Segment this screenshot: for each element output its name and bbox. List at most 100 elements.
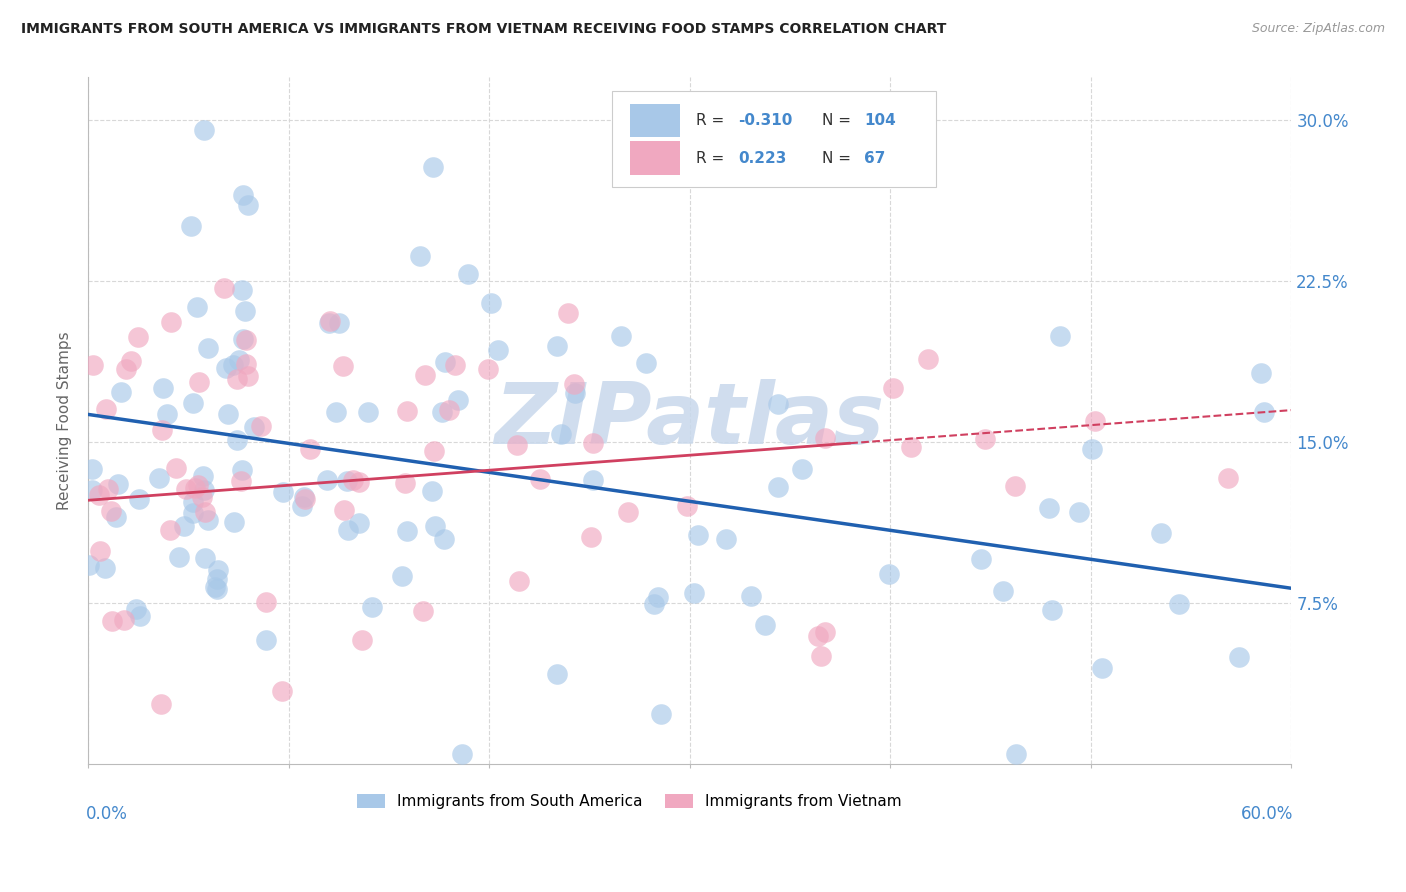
Y-axis label: Receiving Food Stamps: Receiving Food Stamps: [58, 332, 72, 510]
Point: [1040, 603, 1063, 617]
Point: [107, 477, 129, 491]
Point: [254, 632, 277, 647]
Point: [993, 584, 1015, 599]
Point: [1038, 501, 1060, 516]
Point: [581, 530, 603, 544]
Point: [82, 483, 104, 497]
Point: [82, 358, 104, 372]
Point: [101, 614, 124, 628]
Point: [233, 303, 256, 318]
Point: [974, 433, 997, 447]
Point: [686, 528, 709, 542]
Point: [1049, 329, 1071, 343]
Point: [112, 613, 135, 627]
Point: [150, 423, 173, 437]
Point: [332, 359, 354, 373]
Text: R =: R =: [696, 113, 728, 128]
Point: [194, 505, 217, 519]
Point: [332, 502, 354, 516]
Point: [412, 603, 434, 617]
Point: [423, 443, 446, 458]
Point: [650, 706, 672, 721]
Point: [148, 471, 170, 485]
Point: [486, 343, 509, 357]
Text: 0.223: 0.223: [738, 151, 786, 166]
Point: [754, 618, 776, 632]
Point: [291, 499, 314, 513]
Point: [94, 402, 117, 417]
Point: [457, 267, 479, 281]
Point: [232, 332, 254, 346]
Point: [1091, 661, 1114, 675]
Text: Source: ZipAtlas.com: Source: ZipAtlas.com: [1251, 22, 1385, 36]
Point: [100, 504, 122, 518]
Point: [357, 404, 380, 418]
Text: 67: 67: [865, 151, 886, 166]
Point: [766, 480, 789, 494]
Point: [89, 543, 111, 558]
Point: [197, 341, 219, 355]
Point: [156, 407, 179, 421]
Point: [180, 219, 202, 234]
Point: [319, 314, 342, 328]
Point: [176, 482, 198, 496]
Point: [900, 440, 922, 454]
Point: [159, 524, 181, 538]
Point: [477, 362, 499, 376]
Point: [222, 515, 245, 529]
Point: [94, 561, 117, 575]
Text: IMMIGRANTS FROM SOUTH AMERICA VS IMMIGRANTS FROM VIETNAM RECEIVING FOOD STAMPS C: IMMIGRANTS FROM SOUTH AMERICA VS IMMIGRA…: [21, 22, 946, 37]
Point: [882, 381, 904, 395]
Point: [152, 382, 174, 396]
Point: [236, 368, 259, 383]
Point: [451, 747, 474, 761]
FancyBboxPatch shape: [612, 91, 936, 187]
Point: [173, 519, 195, 533]
Point: [226, 371, 249, 385]
Point: [396, 524, 419, 538]
Point: [273, 485, 295, 500]
Point: [413, 368, 436, 382]
Point: [183, 506, 205, 520]
Point: [1227, 649, 1250, 664]
Text: 60.0%: 60.0%: [1241, 805, 1294, 823]
Point: [508, 574, 530, 588]
Point: [562, 376, 585, 391]
Point: [505, 438, 527, 452]
Point: [564, 385, 586, 400]
Point: [129, 609, 152, 624]
Point: [184, 481, 207, 495]
Point: [292, 491, 315, 505]
Point: [217, 408, 239, 422]
Point: [232, 188, 254, 202]
Point: [337, 523, 360, 537]
Point: [187, 477, 209, 491]
Point: [205, 582, 228, 596]
Point: [792, 462, 814, 476]
Point: [299, 442, 322, 456]
Point: [222, 358, 245, 372]
Point: [226, 433, 249, 447]
Point: [207, 572, 229, 586]
Point: [204, 580, 226, 594]
Point: [434, 354, 457, 368]
Point: [349, 475, 371, 490]
Point: [610, 329, 633, 343]
Point: [235, 357, 257, 371]
Point: [675, 499, 697, 513]
Point: [120, 354, 142, 368]
Point: [1216, 471, 1239, 485]
Point: [336, 475, 359, 489]
Point: [97, 482, 120, 496]
Point: [167, 549, 190, 564]
Point: [879, 567, 901, 582]
Point: [683, 586, 706, 600]
Point: [810, 648, 832, 663]
Point: [215, 361, 238, 376]
Text: 0.0%: 0.0%: [86, 805, 128, 823]
Point: [193, 483, 215, 497]
Point: [766, 397, 789, 411]
Point: [479, 296, 502, 310]
Point: [420, 483, 443, 498]
Text: N =: N =: [823, 113, 856, 128]
